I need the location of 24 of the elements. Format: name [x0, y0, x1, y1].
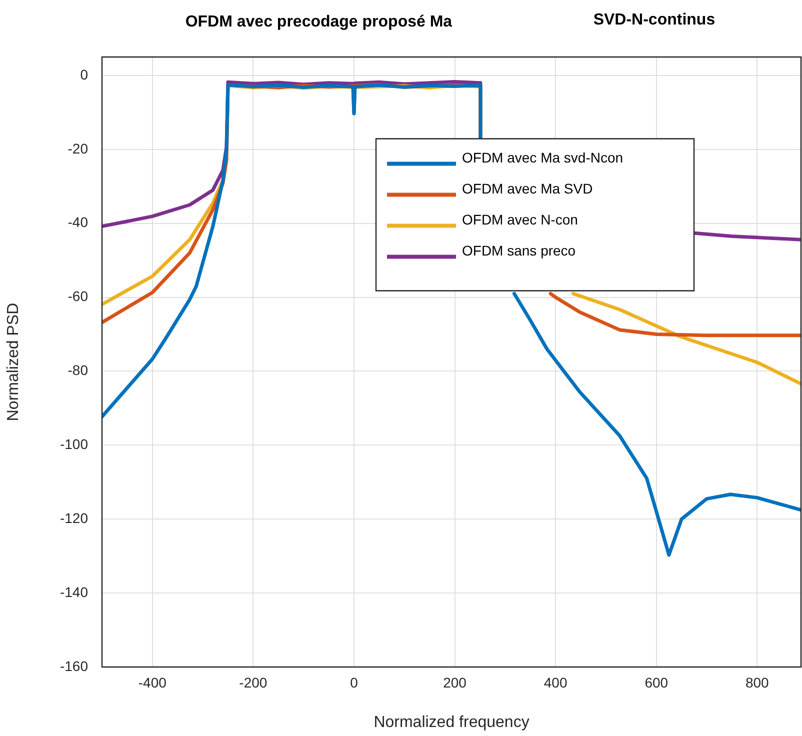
y-tick-label: 0 — [80, 66, 88, 82]
y-tick-label: -100 — [60, 436, 88, 452]
x-tick-label: 600 — [644, 674, 668, 690]
legend-label: OFDM avec Ma SVD — [462, 180, 593, 197]
x-tick-label: 0 — [350, 674, 358, 690]
y-axis-title: Normalized PSD — [5, 302, 22, 422]
chart-subtitle: SVD-N-continus — [593, 11, 716, 28]
legend-label: OFDM sans preco — [462, 242, 576, 259]
legend-label: OFDM avec N-con — [462, 212, 578, 228]
x-tick-label: 400 — [544, 674, 568, 690]
x-tick-label: 200 — [443, 674, 467, 690]
x-axis-title: Normalized frequency — [374, 714, 530, 731]
x-tick-label: -400 — [138, 674, 167, 690]
y-tick-label: -160 — [60, 658, 88, 674]
legend-label: OFDM avec Ma svd-Ncon — [462, 150, 624, 166]
x-tick-label: 800 — [745, 674, 770, 690]
y-tick-label: -120 — [60, 510, 88, 526]
chart-title: OFDM avec precodage proposé Ma — [185, 13, 452, 30]
y-tick-label: -20 — [68, 140, 88, 156]
y-tick-label: -80 — [68, 362, 88, 378]
y-tick-label: -60 — [68, 288, 88, 304]
x-tick-label: -200 — [239, 674, 268, 690]
y-tick-label: -140 — [60, 584, 88, 600]
y-tick-label: -40 — [68, 214, 88, 230]
